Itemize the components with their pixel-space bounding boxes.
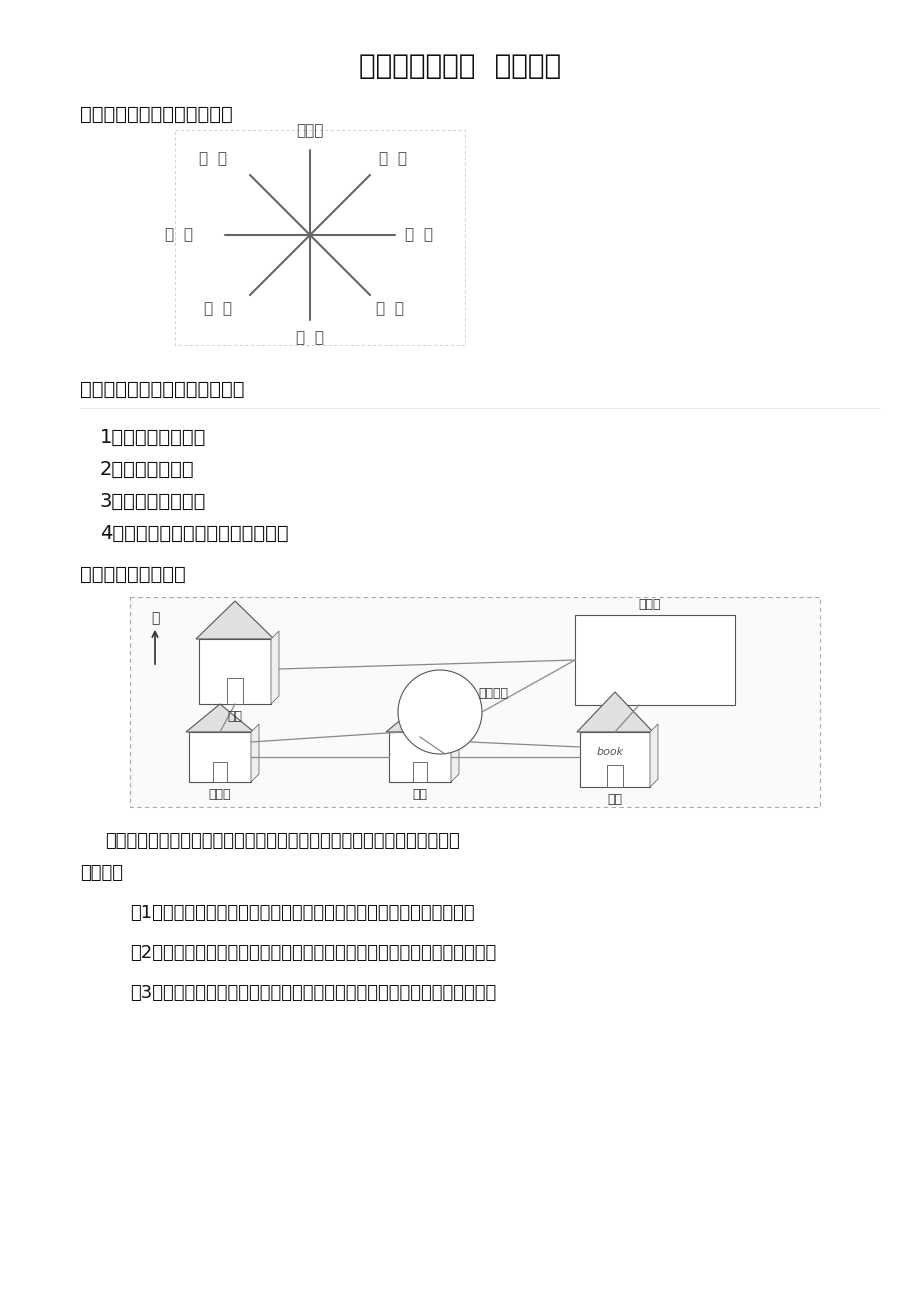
- Bar: [188, 732, 251, 783]
- Bar: [213, 762, 227, 783]
- Text: （  ）: （ ）: [296, 329, 323, 345]
- Text: （  ）: （ ）: [376, 301, 403, 316]
- Text: 二、按要求画图形，并填一填。: 二、按要求画图形，并填一填。: [80, 380, 244, 398]
- Text: 甜品屋: 甜品屋: [209, 788, 231, 801]
- Text: 花店: 花店: [412, 788, 427, 801]
- Bar: [607, 766, 622, 786]
- Text: （  ）: （ ）: [379, 151, 407, 165]
- Bar: [579, 732, 650, 786]
- Polygon shape: [386, 704, 453, 732]
- Text: 书店: 书店: [607, 793, 622, 806]
- Text: 红红从甜品屋出发到电影院，她可以有下面几种走法。请把红红的行走路线: 红红从甜品屋出发到电影院，她可以有下面几种走法。请把红红的行走路线: [105, 832, 460, 850]
- Polygon shape: [650, 724, 657, 786]
- Bar: [227, 678, 243, 704]
- Text: （  ）: （ ）: [165, 228, 193, 242]
- Text: （1）从甜品屋出发，向北走到（　　），再向（　　　）走到电影院。: （1）从甜品屋出发，向北走到（ ），再向（ ）走到电影院。: [130, 904, 474, 922]
- Bar: [413, 762, 426, 783]
- Text: 一、在（）里填出八个方向。: 一、在（）里填出八个方向。: [80, 105, 233, 124]
- FancyBboxPatch shape: [130, 598, 819, 807]
- Polygon shape: [576, 691, 652, 732]
- Text: （  ）: （ ）: [204, 301, 232, 316]
- Text: （  ）: （ ）: [404, 228, 433, 242]
- Text: 《方向与路线》  达标试题: 《方向与路线》 达标试题: [358, 52, 561, 79]
- Circle shape: [398, 671, 482, 754]
- Text: （3）从甜品屋出发，向（　　）走到花店，再向（　　）走到书店，再向北: （3）从甜品屋出发，向（ ）走到花店，再向（ ）走到书店，再向北: [130, 984, 495, 1003]
- Text: （北）: （北）: [296, 122, 323, 138]
- Text: 填完整。: 填完整。: [80, 865, 123, 881]
- Polygon shape: [251, 724, 259, 783]
- Bar: [389, 732, 450, 783]
- Text: 1．在的东南面画。: 1．在的东南面画。: [100, 428, 206, 447]
- Text: 衡心花园: 衡心花园: [478, 687, 507, 700]
- Text: 2．在的西面画。: 2．在的西面画。: [100, 460, 195, 479]
- Text: 布店: 布店: [227, 710, 243, 723]
- Text: （2）从甜品屋出发，向（　　）走到衡心花园，再向（　　）走到电影院。: （2）从甜品屋出发，向（ ）走到衡心花园，再向（ ）走到电影院。: [130, 944, 495, 962]
- Polygon shape: [196, 602, 274, 639]
- Text: 3．在的东北面画。: 3．在的东北面画。: [100, 492, 206, 510]
- Text: book: book: [596, 747, 623, 756]
- Polygon shape: [186, 704, 254, 732]
- Text: （  ）: （ ）: [199, 151, 227, 165]
- Text: 电影院: 电影院: [638, 598, 661, 611]
- Polygon shape: [271, 631, 278, 704]
- Polygon shape: [450, 724, 459, 783]
- Bar: [199, 639, 271, 704]
- Text: 4．在的（　）面，在的（　）面。: 4．在的（ ）面，在的（ ）面。: [100, 523, 289, 543]
- Text: 北: 北: [151, 611, 159, 625]
- Bar: [574, 615, 734, 704]
- Text: 三、看路线图填空。: 三、看路线图填空。: [80, 565, 186, 585]
